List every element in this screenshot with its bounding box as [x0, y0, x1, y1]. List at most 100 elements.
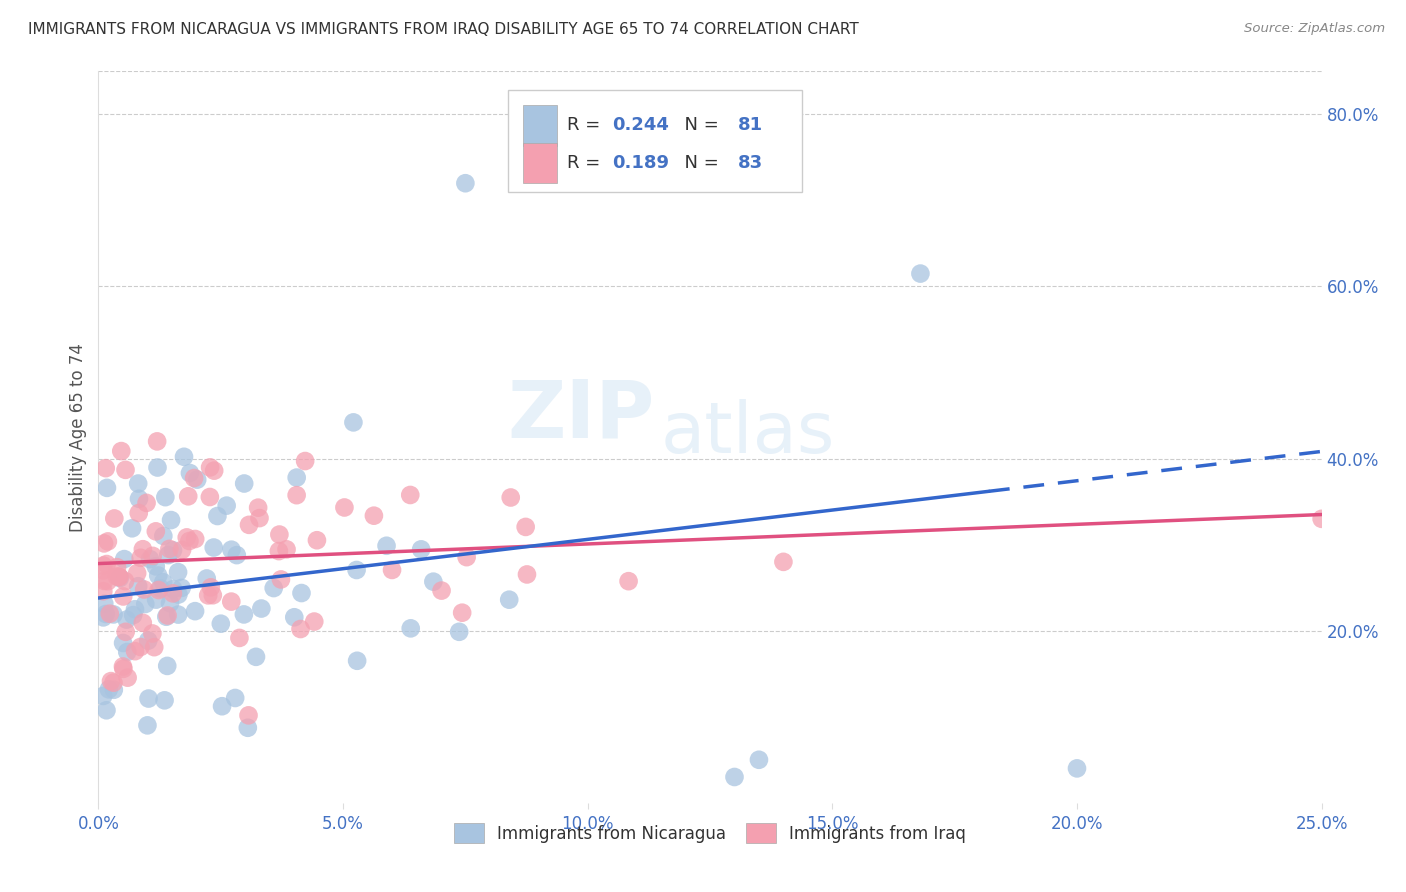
Point — [96, 481, 118, 495]
Point — [128, 491, 150, 506]
Point — [103, 607, 125, 622]
Point — [748, 753, 770, 767]
Point — [333, 500, 356, 515]
Point — [128, 506, 150, 520]
Point — [516, 567, 538, 582]
Point — [108, 570, 131, 584]
Point — [184, 532, 207, 546]
Point — [129, 550, 152, 565]
Point — [363, 508, 385, 523]
Point — [422, 574, 444, 589]
Text: N =: N = — [673, 154, 725, 172]
Text: R =: R = — [567, 154, 606, 172]
Point — [451, 606, 474, 620]
Point — [167, 607, 190, 622]
Point — [411, 542, 433, 557]
FancyBboxPatch shape — [523, 105, 557, 145]
Point — [346, 563, 368, 577]
Point — [156, 608, 179, 623]
Point — [202, 541, 225, 555]
Point — [207, 508, 229, 523]
Point — [499, 491, 522, 505]
Point — [152, 575, 174, 590]
Y-axis label: Disability Age 65 to 74: Disability Age 65 to 74 — [69, 343, 87, 532]
Point — [157, 541, 180, 556]
Point — [127, 476, 149, 491]
Point — [176, 530, 198, 544]
Point — [305, 533, 328, 548]
Point — [267, 544, 290, 558]
Point — [97, 574, 120, 589]
Point — [375, 539, 398, 553]
Text: 81: 81 — [738, 117, 763, 135]
Point — [91, 689, 114, 703]
Point — [167, 565, 190, 579]
Point — [910, 267, 932, 281]
Point — [238, 708, 260, 723]
Text: 0.189: 0.189 — [612, 154, 669, 172]
Point — [103, 511, 125, 525]
Point — [249, 511, 271, 525]
Point — [134, 597, 156, 611]
Point — [103, 682, 125, 697]
Point — [515, 520, 537, 534]
Point — [184, 604, 207, 618]
Point — [283, 610, 305, 624]
Text: 0.244: 0.244 — [612, 117, 669, 135]
Point — [198, 460, 221, 475]
Point — [173, 450, 195, 464]
Point — [211, 699, 233, 714]
Point — [132, 582, 155, 597]
Point — [136, 633, 159, 648]
Point — [225, 548, 247, 562]
Point — [285, 470, 308, 484]
Point — [139, 552, 162, 566]
Point — [142, 549, 165, 563]
Point — [143, 640, 166, 655]
Point — [346, 654, 368, 668]
Point — [155, 490, 177, 504]
Point — [91, 610, 114, 624]
Point — [177, 489, 200, 503]
Point — [112, 662, 135, 676]
Text: atlas: atlas — [661, 399, 835, 468]
Point — [105, 569, 128, 583]
Point — [498, 592, 520, 607]
Point — [146, 460, 169, 475]
Point — [269, 527, 291, 541]
FancyBboxPatch shape — [508, 90, 801, 192]
Point — [294, 454, 316, 468]
Point — [215, 499, 238, 513]
Point — [236, 721, 259, 735]
Point — [91, 563, 114, 577]
Point — [141, 626, 163, 640]
Point — [124, 644, 146, 658]
Point — [170, 581, 193, 595]
Point — [105, 560, 128, 574]
Point — [152, 529, 174, 543]
Text: Source: ZipAtlas.com: Source: ZipAtlas.com — [1244, 22, 1385, 36]
Point — [155, 609, 177, 624]
Point — [342, 416, 364, 430]
Point — [138, 691, 160, 706]
Point — [159, 596, 181, 610]
Point — [145, 524, 167, 539]
Point — [108, 571, 131, 585]
Point — [110, 444, 132, 458]
Point — [117, 671, 139, 685]
Point — [290, 622, 312, 636]
FancyBboxPatch shape — [523, 144, 557, 184]
Point — [103, 675, 125, 690]
Point — [127, 579, 149, 593]
Text: R =: R = — [567, 117, 606, 135]
Point — [179, 534, 201, 549]
Point — [232, 607, 254, 622]
Point — [290, 586, 312, 600]
Point — [228, 631, 250, 645]
Point — [91, 558, 114, 573]
Point — [449, 624, 471, 639]
Point — [723, 770, 745, 784]
Point — [381, 563, 404, 577]
Point — [94, 461, 117, 475]
Point — [238, 517, 260, 532]
